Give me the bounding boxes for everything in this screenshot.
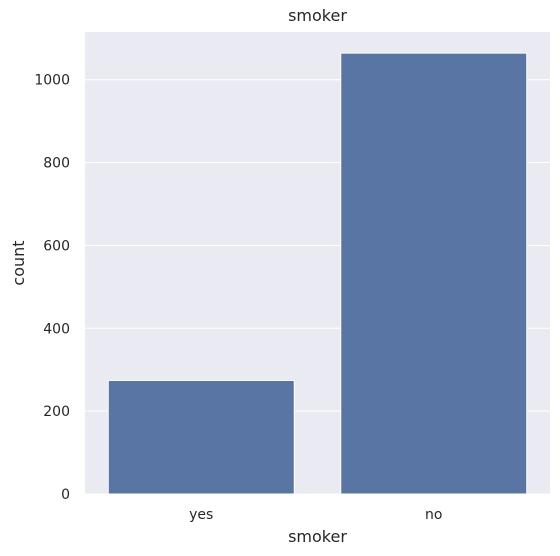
x-axis-label: smoker	[288, 527, 347, 546]
x-tick-label-no: no	[425, 507, 442, 523]
bar-no	[341, 53, 527, 494]
y-tick-label: 1000	[34, 73, 70, 89]
x-tick-label-yes: yes	[189, 507, 213, 523]
x-tick-labels: yes no	[189, 507, 442, 523]
y-tick-label: 800	[43, 156, 70, 172]
bar-yes	[108, 380, 294, 494]
chart-title: smoker	[288, 6, 347, 25]
y-tick-label: 600	[43, 238, 70, 254]
y-tick-labels: 0 200 400 600 800 1000	[34, 73, 70, 503]
y-tick-label: 0	[61, 487, 70, 503]
y-tick-label: 400	[43, 321, 70, 337]
y-tick-label: 200	[43, 404, 70, 420]
y-axis-label: count	[9, 240, 28, 285]
